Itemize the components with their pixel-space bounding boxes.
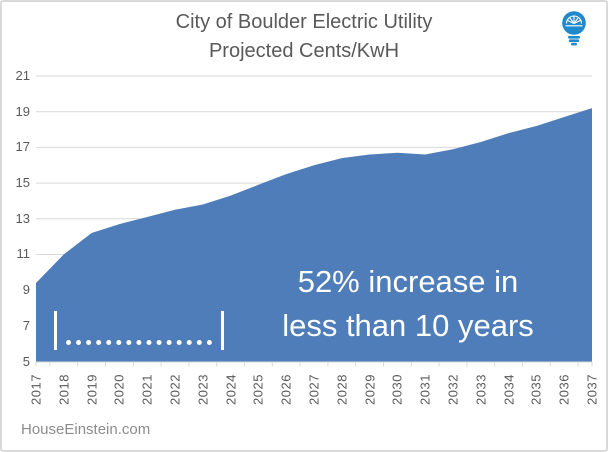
- x-axis-label: 2021: [139, 374, 155, 405]
- lightbulb-icon: [562, 11, 586, 46]
- y-axis-label: 13: [15, 210, 30, 226]
- x-axis-label: 2025: [250, 374, 266, 405]
- x-axis-label: 2019: [84, 374, 100, 405]
- x-axis-label: 2031: [417, 374, 433, 405]
- x-axis-label: 2030: [389, 374, 405, 405]
- x-axis-label: 2036: [556, 374, 572, 405]
- y-axis-label: 21: [15, 68, 30, 83]
- x-axis-label: 2026: [278, 374, 294, 405]
- x-axis-label: 2027: [306, 374, 322, 405]
- chart-title: City of Boulder Electric Utility Project…: [0, 8, 608, 66]
- bracket-right-bar: [221, 311, 224, 350]
- x-axis-label: 2028: [334, 374, 350, 405]
- range-bracket-annotation: [54, 311, 224, 350]
- x-axis-label: 2023: [195, 374, 211, 405]
- x-axis-label: 2032: [445, 374, 461, 405]
- increase-annotation: 52% increase in less than 10 years: [240, 260, 576, 348]
- watermark: HouseEinstein.com: [21, 421, 151, 438]
- x-axis-label: 2020: [111, 374, 127, 405]
- chart-title-line1: City of Boulder Electric Utility: [175, 11, 433, 33]
- chart-title-line2: Projected Cents/KwH: [208, 40, 400, 62]
- y-axis-label: 17: [15, 139, 30, 155]
- y-axis-label: 11: [16, 246, 31, 262]
- bracket-dots: [66, 311, 212, 345]
- increase-annotation-line1: 52% increase in: [297, 264, 519, 299]
- x-axis-label: 2037: [584, 374, 600, 405]
- x-axis-label: 2035: [528, 374, 544, 405]
- y-axis-label: 9: [22, 282, 30, 298]
- y-axis-label: 7: [22, 317, 30, 333]
- bracket-left-bar: [54, 311, 57, 350]
- x-axis-label: 2022: [167, 374, 183, 405]
- increase-annotation-line2: less than 10 years: [282, 308, 534, 343]
- x-axis-label: 2024: [223, 374, 239, 405]
- y-axis-label: 19: [15, 103, 30, 119]
- x-axis-label: 2034: [501, 374, 517, 405]
- x-axis-label: 2033: [473, 374, 489, 405]
- x-axis-label: 2017: [28, 374, 44, 405]
- y-axis-label: 5: [22, 353, 30, 369]
- x-axis-label: 2029: [362, 374, 378, 405]
- x-axis-label: 2018: [56, 374, 72, 405]
- y-axis-label: 15: [15, 175, 30, 191]
